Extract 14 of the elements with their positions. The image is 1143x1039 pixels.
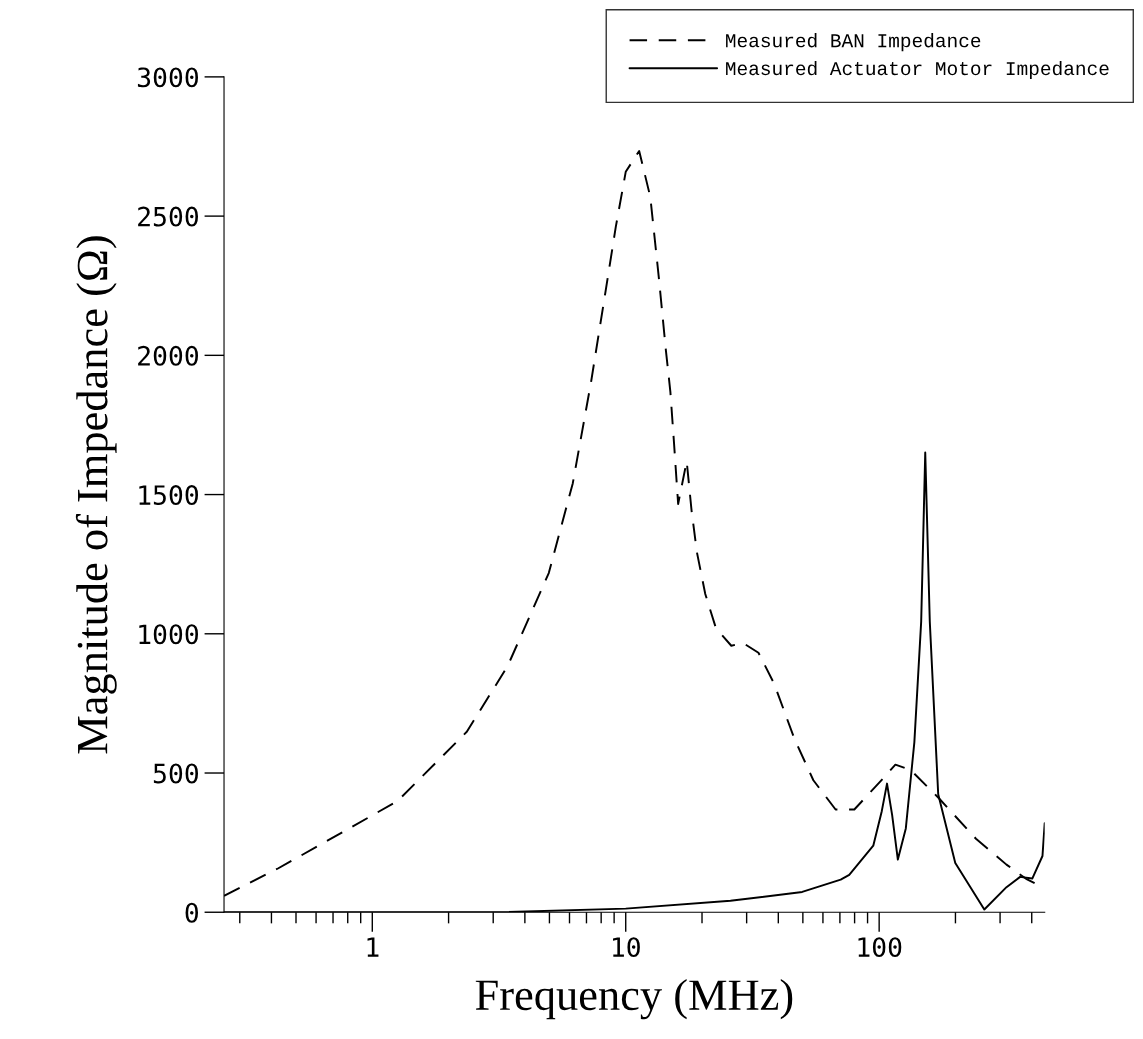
legend-label: Measured Actuator Motor Impedance xyxy=(726,60,1109,80)
x-axis-title: Frequency (MHz) xyxy=(475,978,793,1020)
x-tick-label: 10 xyxy=(613,937,640,958)
x-tick-label: 1 xyxy=(367,937,379,957)
y-tick-label: 2000 xyxy=(138,345,199,366)
y-tick-label: 1500 xyxy=(139,485,199,506)
y-tick-label: 0 xyxy=(185,902,199,923)
x-tick-label: 100 xyxy=(858,937,902,958)
y-tick-label: 2500 xyxy=(138,206,199,227)
y-tick-label: 500 xyxy=(153,763,199,784)
y-axis-title: Magnitude of Impedance (Ω) xyxy=(75,236,117,754)
y-tick-label: 1000 xyxy=(139,624,199,645)
y-tick-label: 3000 xyxy=(137,67,199,88)
legend-label: Measured BAN Impedance xyxy=(726,33,981,52)
